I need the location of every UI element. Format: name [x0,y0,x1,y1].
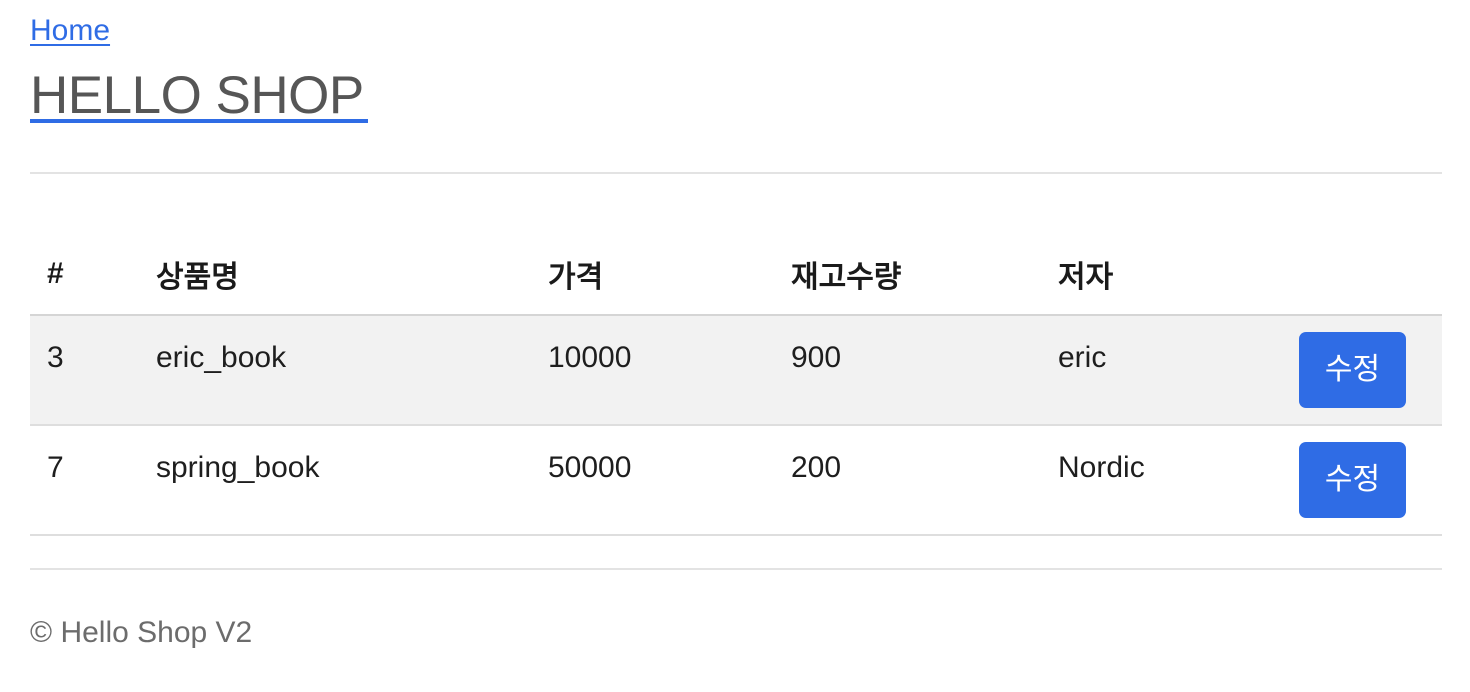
cell-price: 50000 [531,425,774,536]
cell-id: 7 [30,425,139,536]
cell-action: 수정 [1282,315,1442,426]
cell-stock: 200 [774,425,1041,536]
header-name: 상품명 [139,234,531,316]
header-action [1282,234,1442,316]
header-author: 저자 [1041,234,1282,316]
cell-author: Nordic [1041,425,1282,536]
cell-stock: 900 [774,315,1041,426]
home-link[interactable]: Home [30,14,111,47]
edit-button[interactable]: 수정 [1299,332,1406,408]
header-divider [30,172,1442,174]
footer-text: © Hello Shop V2 [30,616,253,649]
items-table: # 상품명 가격 재고수량 저자 3 eric_book 10000 900 e… [30,234,1442,536]
cell-action: 수정 [1282,425,1442,536]
table-header-row: # 상품명 가격 재고수량 저자 [30,234,1442,316]
cell-author: eric [1041,315,1282,426]
header-num: # [30,234,139,316]
title-underline [30,119,368,123]
footer-divider [30,568,1442,570]
cell-name: spring_book [139,425,531,536]
cell-name: eric_book [139,315,531,426]
cell-price: 10000 [531,315,774,426]
page-title[interactable]: HELLO SHOP [30,66,364,125]
header-price: 가격 [531,234,774,316]
header-stock: 재고수량 [774,234,1041,316]
edit-button[interactable]: 수정 [1299,442,1406,518]
cell-id: 3 [30,315,139,426]
table-row: 7 spring_book 50000 200 Nordic 수정 [30,425,1442,536]
table-row: 3 eric_book 10000 900 eric 수정 [30,315,1442,426]
